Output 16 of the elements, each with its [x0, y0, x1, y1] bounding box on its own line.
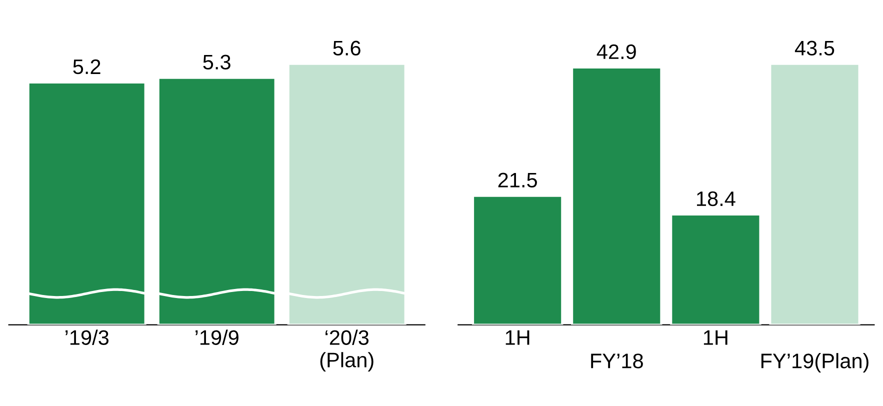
data-label: 42.9: [596, 44, 636, 60]
x-tick-label: ’19/3: [66, 330, 109, 345]
data-label: 21.5: [498, 172, 537, 188]
data-label: 5.2: [73, 59, 100, 74]
x-tick-label: FY’19(Plan): [761, 353, 868, 372]
bar: [472, 194, 564, 325]
x-tick-label: ’19/9: [196, 330, 238, 345]
data-label: 18.4: [697, 191, 736, 206]
x-tick-label: 1H: [506, 330, 530, 345]
x-tick-label: 1H: [704, 330, 728, 345]
data-label: 5.3: [203, 54, 230, 70]
data-label: 43.5: [794, 40, 834, 56]
x-tick-label: ‘20/3 (Plan): [320, 330, 374, 372]
bar: [769, 62, 860, 325]
data-label: 5.6: [333, 40, 360, 56]
x-tick-label: FY’18: [591, 354, 643, 368]
